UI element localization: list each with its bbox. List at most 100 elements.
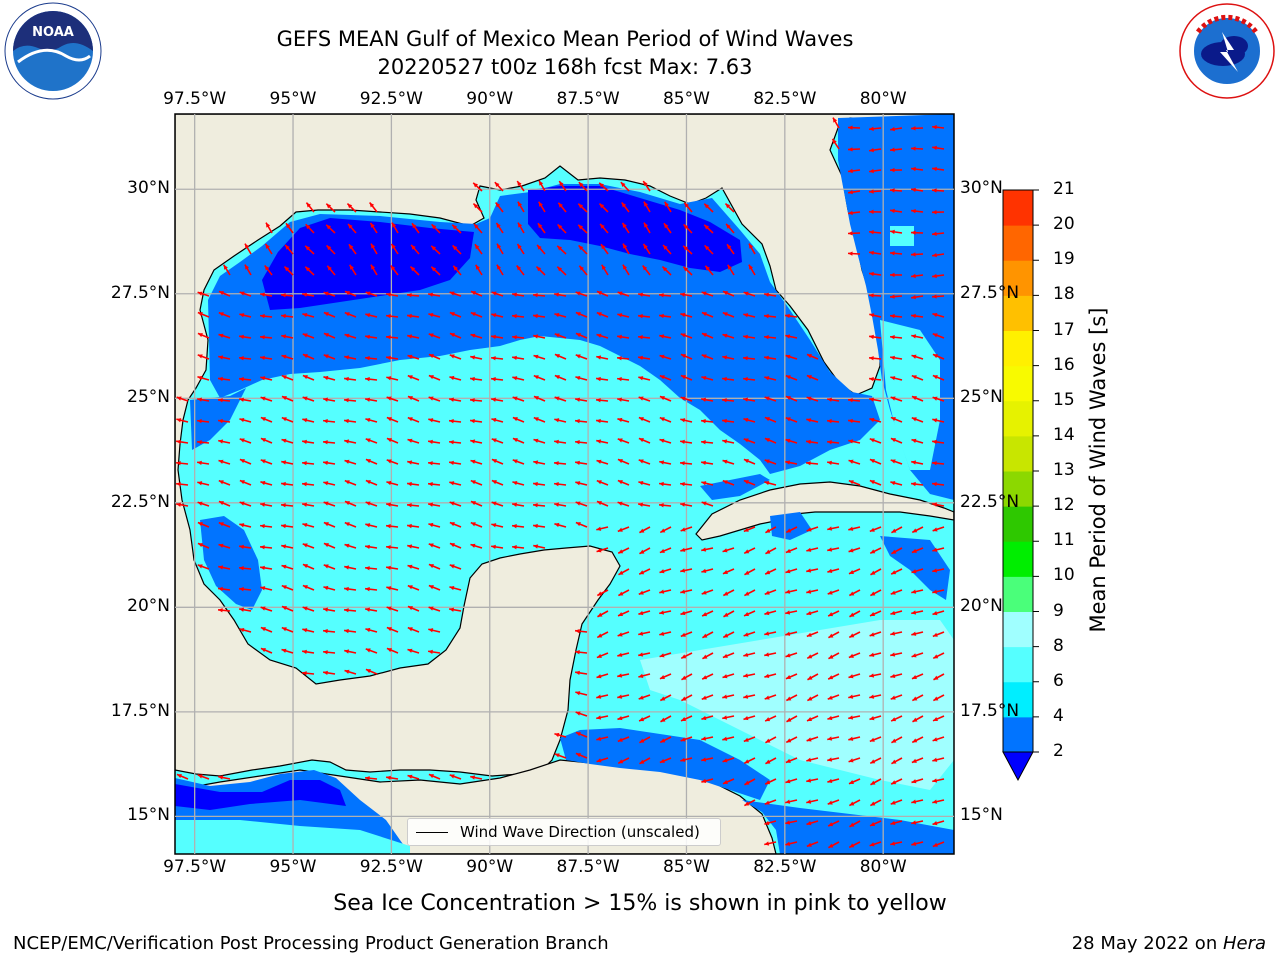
- wind-wave-arrow: [868, 293, 882, 298]
- longitude-label: 92.5°W: [359, 89, 423, 109]
- wind-wave-arrow: [470, 459, 483, 465]
- wind-wave-arrow: [680, 312, 693, 318]
- wind-wave-arrow: [932, 252, 945, 258]
- wind-wave-arrow: [806, 757, 819, 762]
- longitude-label: 92.5°W: [359, 857, 423, 877]
- wind-wave-arrow: [806, 353, 819, 360]
- wind-wave-arrow: [932, 841, 945, 848]
- wind-wave-arrow: [848, 631, 861, 639]
- wind-wave-arrow: [475, 264, 483, 276]
- sea-ice-note: Sea Ice Concentration > 15% is shown in …: [333, 891, 947, 916]
- wind-wave-arrow: [870, 568, 882, 576]
- wind-wave-arrow: [197, 564, 210, 570]
- wind-wave-arrow: [386, 565, 399, 571]
- wind-wave-arrow: [826, 440, 840, 445]
- wind-wave-arrow: [659, 526, 672, 534]
- wind-wave-arrow: [806, 652, 819, 660]
- wind-wave-arrow: [889, 294, 903, 299]
- wind-wave-arrow: [721, 418, 735, 424]
- wind-wave-arrow: [326, 265, 336, 276]
- wind-wave-arrow: [848, 547, 861, 553]
- wind-wave-arrow: [364, 776, 378, 781]
- wind-wave-arrow: [390, 264, 399, 276]
- wind-wave-arrow: [639, 736, 651, 744]
- wind-wave-arrow: [869, 589, 882, 597]
- wind-wave-arrow: [617, 631, 630, 637]
- colorbar-segment: [1003, 681, 1033, 718]
- wind-wave-arrow: [407, 648, 420, 654]
- wind-wave-arrow: [448, 418, 462, 424]
- wind-wave-arrow: [658, 503, 672, 508]
- wind-wave-arrow: [577, 224, 588, 234]
- wind-wave-arrow: [680, 547, 693, 552]
- wind-wave-arrow: [682, 245, 693, 255]
- wind-wave-arrow: [869, 820, 882, 827]
- wind-wave-arrow: [721, 398, 735, 403]
- wind-wave-arrow: [701, 673, 714, 680]
- latitude-label: 27.5°N: [110, 282, 170, 303]
- wind-wave-arrow: [848, 568, 861, 575]
- wind-wave-arrow: [617, 313, 630, 318]
- wind-wave-arrow: [743, 715, 756, 721]
- wind-wave-arrow: [343, 608, 357, 613]
- wind-wave-arrow: [264, 243, 273, 255]
- wind-wave-arrow: [932, 694, 945, 702]
- wind-wave-arrow: [239, 291, 252, 297]
- wind-wave-arrow: [302, 543, 315, 549]
- wind-wave-arrow: [260, 565, 273, 571]
- wind-wave-arrow: [218, 355, 231, 360]
- wind-wave-arrow: [932, 353, 945, 360]
- wind-wave-arrow: [932, 312, 945, 318]
- wind-wave-arrow: [806, 715, 819, 722]
- wind-wave-arrow: [260, 480, 273, 486]
- wind-wave-arrow: [890, 208, 903, 214]
- wind-wave-arrow: [785, 694, 798, 702]
- wind-wave-arrow: [532, 523, 546, 529]
- wind-wave-arrow: [700, 440, 714, 445]
- colorbar-segment: [1003, 190, 1033, 226]
- wind-wave-arrow: [575, 521, 588, 528]
- wind-wave-arrow: [932, 736, 945, 742]
- wind-wave-arrow: [323, 311, 336, 318]
- wind-wave-arrow: [347, 223, 357, 234]
- wind-wave-arrow: [722, 568, 735, 575]
- wind-wave-arrow: [701, 501, 714, 507]
- wind-wave-arrow: [764, 437, 777, 444]
- wind-wave-arrow: [537, 222, 546, 234]
- wind-wave-arrow: [911, 778, 924, 784]
- wind-wave-arrow: [217, 398, 231, 403]
- wind-wave-arrow: [827, 589, 840, 595]
- wind-wave-arrow: [281, 460, 294, 465]
- wind-wave-arrow: [449, 542, 462, 549]
- wind-wave-arrow: [511, 313, 525, 319]
- wind-wave-arrow: [932, 526, 945, 532]
- colorbar-segment: [1003, 400, 1033, 437]
- wind-wave-arrow: [869, 610, 882, 617]
- wind-wave-arrow: [344, 500, 357, 507]
- wind-wave-arrow: [828, 652, 840, 660]
- wind-wave-arrow: [239, 397, 252, 402]
- longitude-label: 82.5°W: [753, 857, 817, 877]
- wind-wave-arrow: [260, 355, 273, 361]
- wind-wave-arrow: [680, 374, 693, 381]
- wind-wave-arrow: [764, 652, 777, 657]
- wind-wave-arrow: [764, 568, 777, 575]
- wind-wave-arrow: [748, 264, 756, 276]
- wind-wave-arrow: [785, 736, 798, 744]
- colorbar-tick-label: 8: [1053, 635, 1064, 656]
- wind-wave-arrow: [512, 292, 525, 297]
- wind-wave-arrow: [239, 458, 252, 465]
- wind-wave-arrow: [428, 333, 441, 339]
- wind-wave-arrow: [364, 376, 378, 382]
- wind-wave-arrow: [723, 610, 735, 618]
- footer-credit: NCEP/EMC/Verification Post Processing Pr…: [13, 933, 609, 954]
- wind-wave-arrow: [323, 397, 336, 402]
- wind-wave-arrow: [785, 416, 798, 423]
- wind-wave-arrow: [890, 376, 903, 381]
- latitude-label: 15°N: [960, 805, 1003, 826]
- wind-wave-arrow: [600, 243, 609, 255]
- wind-wave-arrow: [617, 438, 630, 444]
- wind-wave-arrow: [491, 417, 504, 423]
- wind-wave-arrow: [512, 437, 525, 444]
- wind-wave-arrow: [596, 311, 609, 318]
